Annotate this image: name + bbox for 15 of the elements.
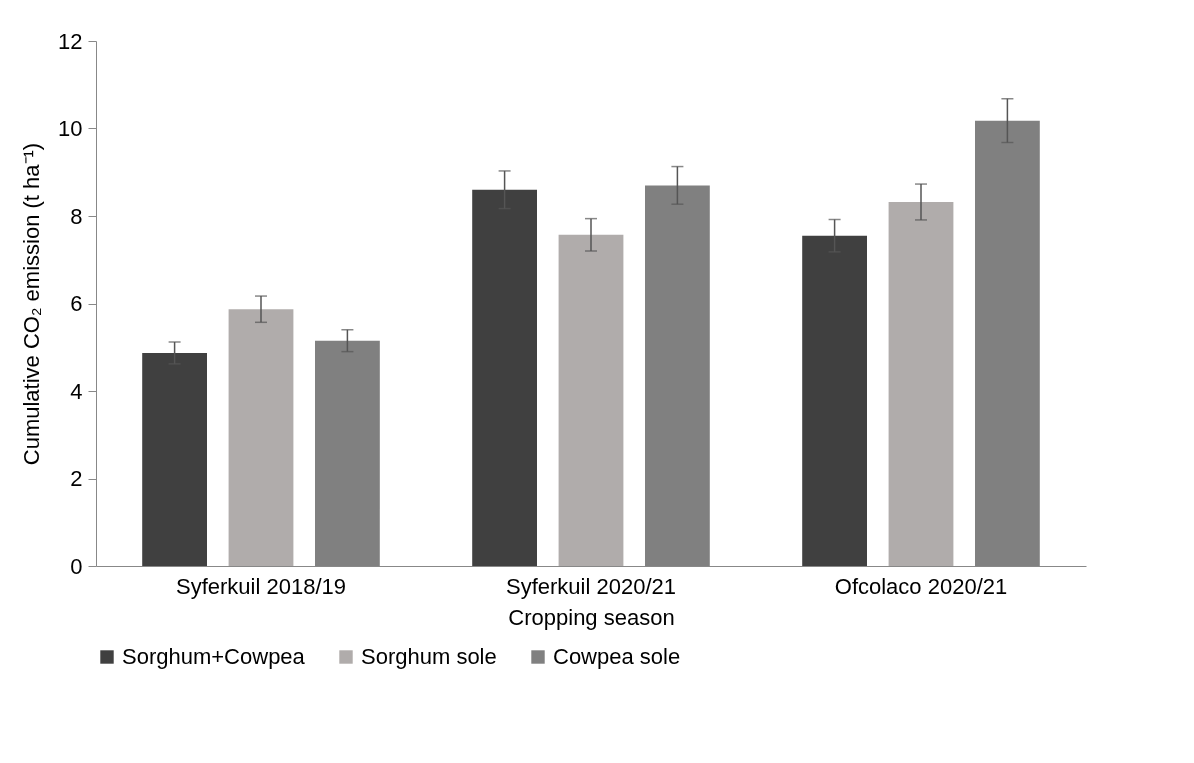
x-tick-label: Syferkuil 2018/19 xyxy=(176,573,346,599)
y-tick-label: 4 xyxy=(70,378,83,404)
x-axis-title: Cropping season xyxy=(508,604,675,630)
legend-label: Sorghum+Cowpea xyxy=(122,644,306,669)
y-tick-label: 8 xyxy=(70,203,83,229)
y-tick-label: 10 xyxy=(58,116,83,141)
y-tick-label: 12 xyxy=(58,28,83,54)
legend-label: Sorghum sole xyxy=(361,644,497,669)
y-tick-label: 6 xyxy=(70,291,83,316)
y-axis-title: Cumulative CO₂ emission (t ha⁻¹) xyxy=(19,142,45,466)
x-tick-label: Ofcolaco 2020/21 xyxy=(834,573,1008,599)
x-tick-label: Syferkuil 2020/21 xyxy=(506,573,676,599)
legend-label: Cowpea sole xyxy=(553,644,681,669)
y-tick-label: 0 xyxy=(70,553,83,579)
y-tick-label: 2 xyxy=(70,466,83,491)
